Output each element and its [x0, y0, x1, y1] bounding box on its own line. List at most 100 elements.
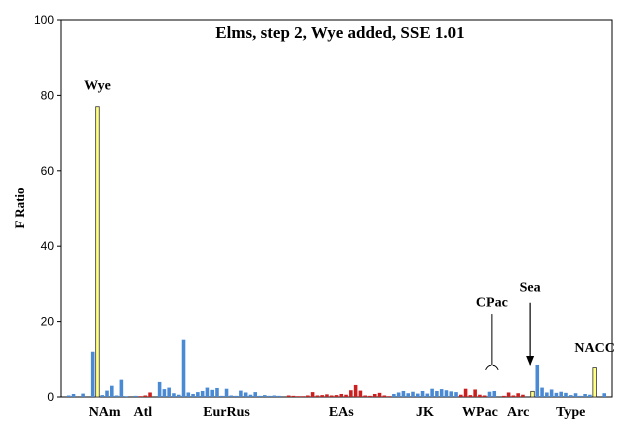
bar [196, 392, 200, 397]
bar [71, 393, 76, 397]
bar [215, 387, 219, 397]
bar [506, 392, 511, 397]
bar [172, 393, 176, 397]
bar [110, 385, 114, 397]
bar [545, 392, 549, 397]
bar [138, 396, 143, 397]
bar [425, 393, 430, 397]
bar [162, 389, 167, 397]
bar [564, 392, 568, 397]
y-tick-label: 40 [41, 239, 55, 253]
sea-arrow-head [526, 355, 535, 366]
bar [306, 395, 310, 397]
bar [411, 391, 415, 397]
bar [320, 395, 324, 397]
bar [181, 339, 186, 397]
bar [200, 390, 205, 397]
bar [133, 395, 138, 397]
bar [325, 394, 329, 397]
bar [253, 392, 258, 397]
group-label: JK [416, 405, 434, 420]
bar [444, 390, 449, 397]
bar [382, 395, 387, 397]
y-tick-label: 20 [41, 315, 55, 329]
bar [301, 396, 305, 397]
bar [430, 388, 434, 397]
bar [396, 392, 401, 397]
bar [368, 395, 372, 397]
bar [90, 351, 95, 397]
bar [339, 393, 344, 397]
bar [219, 395, 224, 397]
bar [415, 393, 420, 397]
annotation-label: Wye [84, 79, 111, 94]
bar [521, 394, 525, 397]
bar [167, 387, 171, 397]
bar [401, 390, 406, 397]
bar [286, 395, 291, 397]
bar [554, 392, 559, 397]
bar [559, 391, 563, 397]
bar [449, 391, 454, 397]
bar [210, 389, 214, 397]
bar [119, 379, 124, 397]
bar [176, 394, 181, 397]
bar [349, 390, 353, 397]
y-tick-label: 80 [41, 88, 55, 102]
bar [353, 384, 358, 397]
y-tick-label: 0 [47, 390, 54, 404]
bar [363, 395, 367, 397]
bar [234, 395, 238, 397]
bar [191, 393, 195, 397]
y-tick-label: 100 [34, 13, 54, 27]
bar [296, 396, 301, 397]
bar [224, 388, 229, 397]
bar [310, 392, 315, 397]
bar [205, 387, 210, 397]
bar [478, 394, 482, 397]
bar [315, 395, 320, 397]
bar [540, 387, 544, 397]
bar [262, 395, 267, 397]
annotation-label: Sea [520, 280, 541, 295]
bar [105, 390, 109, 397]
bar [392, 393, 396, 397]
bar [459, 394, 463, 397]
annotations: Wye CPac Sea NACC [84, 79, 615, 371]
bar [243, 392, 248, 397]
annotation-label: CPac [476, 296, 508, 311]
bar [511, 395, 516, 397]
bar [482, 395, 487, 397]
bar [148, 392, 152, 397]
bar [372, 393, 377, 397]
group-label: Arc [507, 405, 529, 420]
bar [406, 393, 411, 397]
bar [291, 395, 296, 397]
bar [387, 396, 391, 397]
bar [487, 391, 492, 397]
bar [95, 106, 100, 398]
bar [272, 395, 277, 397]
bar [502, 395, 506, 397]
bar [239, 390, 243, 397]
y-tick-label: 60 [41, 164, 55, 178]
bar [435, 390, 439, 397]
y-axis-label: F Ratio [12, 187, 27, 228]
bar [568, 395, 573, 397]
group-label: NAm [89, 405, 121, 420]
bar [344, 394, 348, 397]
bar [592, 367, 597, 398]
group-label: WPac [462, 405, 498, 420]
bar [602, 393, 607, 397]
bar [530, 390, 535, 398]
group-label: EAs [329, 405, 354, 420]
bar [573, 393, 578, 397]
bar [267, 395, 272, 397]
y-axis: 0 20 40 60 80 100 [34, 13, 61, 404]
group-label: Atl [134, 405, 153, 420]
bar [377, 392, 382, 397]
plot-frame [60, 19, 613, 398]
bar [334, 395, 339, 397]
bar [454, 392, 458, 397]
bar [258, 395, 262, 397]
